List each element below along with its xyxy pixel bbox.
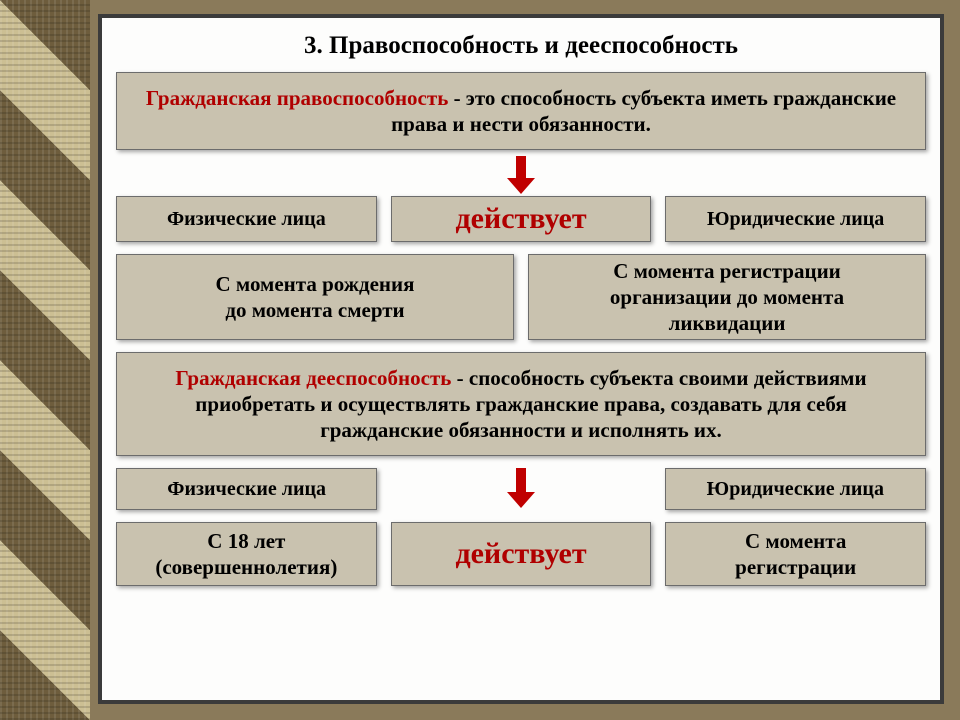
decorative-strip [0, 0, 90, 720]
def1-rest: - это способность субъекта иметь граждан… [391, 86, 896, 136]
row1-left: Физические лица [116, 196, 377, 242]
row4-left: С 18 лет(совершеннолетия) [116, 522, 377, 586]
row4-right: С моментарегистрации [665, 522, 926, 586]
definition-2: Гражданская дееспособность - способность… [116, 352, 926, 456]
row2-left: С момента рождениядо момента смерти [116, 254, 514, 340]
definition-1: Гражданская правоспособность - это спосо… [116, 72, 926, 150]
def2-term: Гражданская дееспособность [175, 366, 451, 390]
arrow-2-slot [391, 468, 650, 510]
row1-right: Юридические лица [665, 196, 926, 242]
row3-left: Физические лица [116, 468, 377, 510]
row3-right: Юридические лица [665, 468, 926, 510]
slide-title: 3. Правоспособность и дееспособность [116, 32, 926, 60]
slide: 3. Правоспособность и дееспособность Гра… [98, 14, 944, 704]
arrow-1 [116, 156, 926, 194]
row2-right: С момента регистрацииорганизации до моме… [528, 254, 926, 340]
row1-center: действует [391, 196, 652, 242]
row4-center: действует [391, 522, 652, 586]
def1-term: Гражданская правоспособность [146, 86, 448, 110]
